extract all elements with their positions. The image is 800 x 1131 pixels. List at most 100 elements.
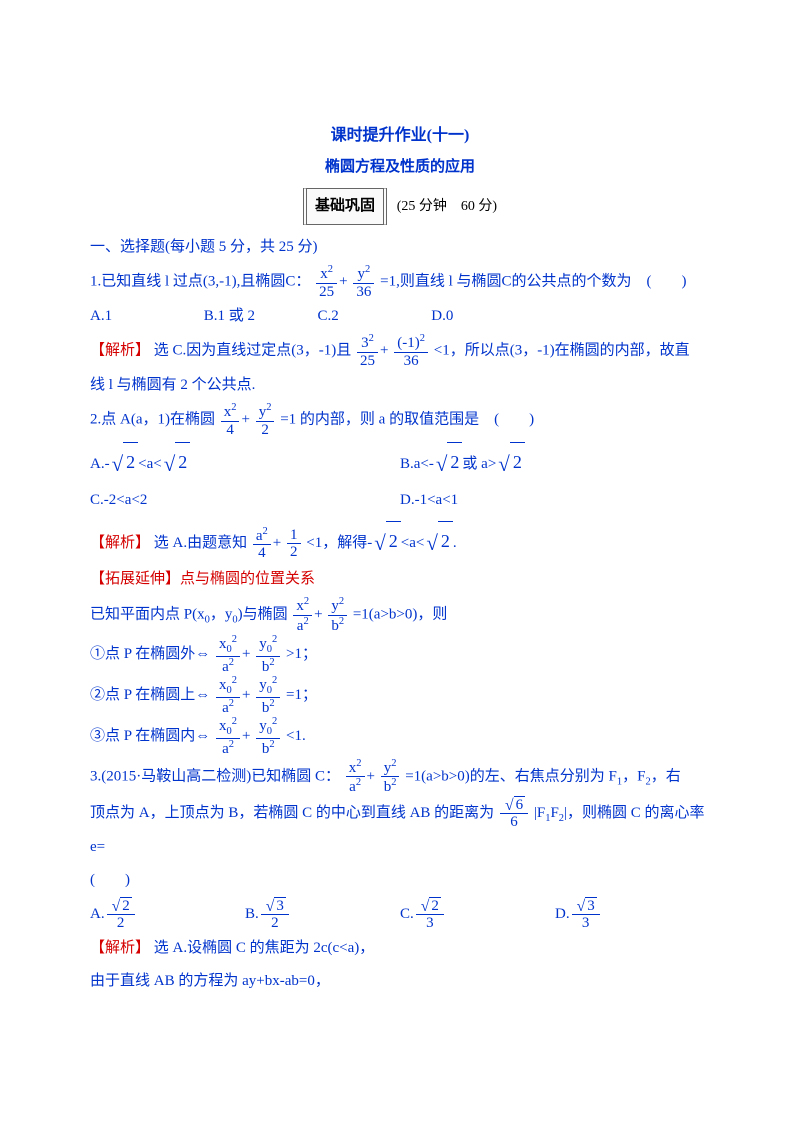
q1-stem-a: 1.已知直线 l 过点(3,-1),且椭圆C： bbox=[90, 273, 310, 289]
ext-c3-l: ③点 P 在椭圆内⇔ bbox=[90, 728, 210, 744]
q1-options: A.1 B.1 或 2 C.2 D.0 bbox=[90, 300, 710, 333]
q3-stem-a: 3.(2015·马鞍山高二检测)已知椭圆 C： bbox=[90, 768, 340, 784]
ext-c1-r: >1； bbox=[286, 646, 317, 662]
q1-frac1: x2 25 bbox=[316, 264, 337, 300]
section-meta: (25 分钟 60 分) bbox=[397, 199, 497, 214]
q2-ans-a: 选 A.由题意知 bbox=[154, 535, 247, 551]
frac-den: 2 bbox=[256, 422, 275, 439]
sqrt-icon: 2 bbox=[434, 438, 463, 484]
q2-options-row1: A.-2<a<2 B.a<-2或 a>2 bbox=[90, 438, 710, 484]
frac-den: 4 bbox=[253, 545, 271, 562]
q3-analysis-2: 由于直线 AB 的方程为 ay+bx-ab=0， bbox=[90, 965, 710, 998]
q3-l2b: |F bbox=[534, 804, 545, 820]
q3-optA: A.22 bbox=[90, 897, 245, 932]
frac-den: 25 bbox=[357, 353, 378, 370]
q1-stem: 1.已知直线 l 过点(3,-1),且椭圆C： x2 25 + y2 36 =1… bbox=[90, 264, 710, 300]
q3-stem-d: ，右 bbox=[651, 768, 681, 784]
q2-optA: A.-2<a<2 bbox=[90, 438, 400, 484]
ext-frac1: x2 a2 bbox=[293, 596, 312, 634]
q2-afrac1: a2 4 bbox=[253, 526, 271, 562]
ext-c1: ①点 P 在椭圆外⇔ x02a2+ y02b2 >1； bbox=[90, 634, 710, 675]
q1-afrac1: 32 25 bbox=[357, 333, 378, 369]
frac-num: 1 bbox=[287, 527, 301, 545]
sqrt-icon: 2 bbox=[162, 438, 191, 484]
q1-optB: B.1 或 2 bbox=[204, 300, 314, 333]
q3-optC: C.23 bbox=[400, 897, 555, 932]
q3-line2: 顶点为 A，上顶点为 B，若椭圆 C 的中心到直线 AB 的距离为 6 6 |F… bbox=[90, 796, 710, 864]
q2-frac1: x2 4 bbox=[221, 402, 240, 438]
frac-den: a bbox=[349, 779, 356, 795]
sqrt-icon: 2 bbox=[110, 897, 132, 915]
extension-title: 【拓展延伸】点与椭圆的位置关系 bbox=[90, 563, 710, 596]
sqrt-icon: 2 bbox=[110, 438, 139, 484]
ext-c2-f2: y02b2 bbox=[256, 675, 280, 716]
sqrt-icon: 2 bbox=[424, 517, 453, 563]
page-title: 课时提升作业(十一) bbox=[90, 120, 710, 152]
section-heading: 一、选择题(每小题 5 分，共 25 分) bbox=[90, 231, 710, 264]
q3-optD: D.33 bbox=[555, 897, 710, 932]
q1-ans-b: <1，所以点(3，-1)在椭圆的内部，故直 bbox=[434, 342, 690, 358]
ext-c3-f2: y02b2 bbox=[256, 716, 280, 757]
sqrt-icon: 2 bbox=[372, 517, 401, 563]
optB-b: 或 a> bbox=[462, 456, 496, 472]
q3-l2c: F bbox=[550, 804, 558, 820]
q1-ans-c: 线 l 与椭圆有 2 个公共点. bbox=[90, 369, 710, 402]
q3-optB: B.32 bbox=[245, 897, 400, 932]
frac-num: (-1) bbox=[397, 335, 420, 351]
frac-num: y bbox=[358, 266, 366, 282]
q3-options: A.22 B.32 C.23 D.33 bbox=[90, 897, 710, 932]
optB-a: B.a<- bbox=[400, 456, 434, 472]
answer-label: 【解析】 bbox=[90, 940, 150, 956]
frac-den: 4 bbox=[221, 422, 240, 439]
q3-ans-a: 选 A.设椭圆 C 的焦距为 2c(c<a)， bbox=[154, 940, 375, 956]
ext-c1-l: ①点 P 在椭圆外⇔ bbox=[90, 646, 210, 662]
ext-c1-f2: y02b2 bbox=[256, 634, 280, 675]
frac-den: 36 bbox=[394, 353, 428, 370]
optA-a: A.- bbox=[90, 456, 110, 472]
frac-den: b bbox=[331, 618, 339, 634]
q2-ans-c: <a< bbox=[401, 535, 425, 551]
frac-num: 3 bbox=[361, 335, 369, 351]
q2-optD: D.-1<a<1 bbox=[400, 484, 710, 517]
q1-stem-b: =1,则直线 l 与椭圆C的公共点的个数为 ( ) bbox=[380, 273, 686, 289]
section-bar: 基础巩固 (25 分钟 60 分) bbox=[90, 188, 710, 225]
sqrt-icon: 3 bbox=[264, 897, 286, 915]
frac-num: y bbox=[331, 598, 339, 614]
frac-num: x bbox=[296, 598, 304, 614]
q1-optD: D.0 bbox=[431, 300, 541, 333]
answer-label: 【解析】 bbox=[90, 342, 150, 358]
section-badge: 基础巩固 bbox=[303, 188, 387, 225]
q3-l2a: 顶点为 A，上顶点为 B，若椭圆 C 的中心到直线 AB 的距离为 bbox=[90, 804, 494, 820]
sqrt-icon: 6 bbox=[503, 796, 525, 814]
q3-frac2: y2 b2 bbox=[381, 758, 400, 796]
optA-b: <a< bbox=[138, 456, 162, 472]
ext-c2-l: ②点 P 在椭圆上⇔ bbox=[90, 687, 210, 703]
ext-c2-r: =1； bbox=[286, 687, 317, 703]
q3-stem-c: ，F bbox=[622, 768, 645, 784]
ext-c2: ②点 P 在椭圆上⇔ x02a2+ y02b2 =1； bbox=[90, 675, 710, 716]
ext-line1: 已知平面内点 P(x0，y0)与椭圆 x2 a2 + y2 b2 =1(a>b>… bbox=[90, 596, 710, 634]
ext-l1c: )与椭圆 bbox=[238, 607, 288, 623]
frac-den: 36 bbox=[353, 284, 374, 301]
q2-afrac2: 1 2 bbox=[287, 527, 301, 561]
q1-analysis: 【解析】 选 C.因为直线过定点(3，-1)且 32 25 + (-1)2 36… bbox=[90, 333, 710, 369]
q2-ans-d: . bbox=[453, 535, 457, 551]
ext-l1b: ，y bbox=[210, 607, 233, 623]
q3-stem-b: =1(a>b>0)的左、右焦点分别为 F bbox=[405, 768, 617, 784]
q2-stem: 2.点 A(a，1)在椭圆 x2 4 + y2 2 =1 的内部，则 a 的取值… bbox=[90, 402, 710, 438]
q1-frac2: y2 36 bbox=[353, 264, 374, 300]
q2-optC: C.-2<a<2 bbox=[90, 484, 400, 517]
ext-c2-f1: x02a2 bbox=[216, 675, 240, 716]
ext-c3-r: <1. bbox=[286, 728, 306, 744]
q2-options-row2: C.-2<a<2 D.-1<a<1 bbox=[90, 484, 710, 517]
q3-stem: 3.(2015·马鞍山高二检测)已知椭圆 C： x2 a2 + y2 b2 =1… bbox=[90, 758, 710, 796]
ext-frac2: y2 b2 bbox=[328, 596, 347, 634]
ext-l1d: =1(a>b>0)，则 bbox=[353, 607, 448, 623]
q2-optB: B.a<-2或 a>2 bbox=[400, 438, 710, 484]
frac-num: x bbox=[320, 266, 328, 282]
q3-frac1: x2 a2 bbox=[346, 758, 365, 796]
frac-den: 25 bbox=[316, 284, 337, 301]
worksheet-page: 课时提升作业(十一) 椭圆方程及性质的应用 基础巩固 (25 分钟 60 分) … bbox=[0, 0, 800, 1131]
q1-optC: C.2 bbox=[318, 300, 428, 333]
q2-ans-b: <1，解得- bbox=[306, 535, 372, 551]
